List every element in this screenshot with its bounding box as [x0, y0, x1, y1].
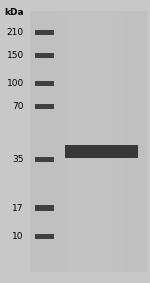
Text: 17: 17: [12, 203, 24, 213]
Text: 35: 35: [12, 155, 24, 164]
FancyBboxPatch shape: [30, 11, 147, 272]
FancyBboxPatch shape: [35, 81, 54, 86]
Text: 210: 210: [7, 28, 24, 37]
FancyBboxPatch shape: [35, 53, 54, 58]
FancyBboxPatch shape: [35, 234, 54, 239]
FancyBboxPatch shape: [35, 104, 54, 109]
FancyBboxPatch shape: [35, 157, 54, 162]
FancyBboxPatch shape: [65, 145, 138, 158]
Text: kDa: kDa: [4, 8, 24, 18]
Text: 10: 10: [12, 232, 24, 241]
FancyBboxPatch shape: [35, 30, 54, 35]
FancyBboxPatch shape: [35, 205, 54, 211]
Text: 150: 150: [7, 51, 24, 60]
Text: 100: 100: [7, 79, 24, 88]
Text: 70: 70: [12, 102, 24, 111]
